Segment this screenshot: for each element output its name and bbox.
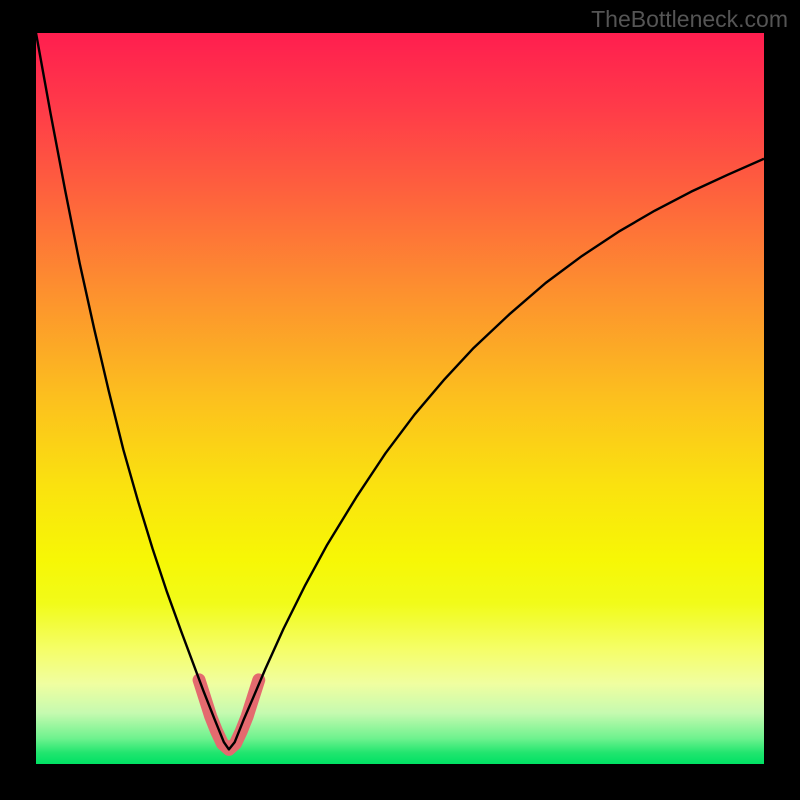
watermark-text: TheBottleneck.com (591, 6, 788, 33)
plot-background (36, 33, 764, 764)
chart-container: TheBottleneck.com (0, 0, 800, 800)
bottleneck-chart (0, 0, 800, 800)
